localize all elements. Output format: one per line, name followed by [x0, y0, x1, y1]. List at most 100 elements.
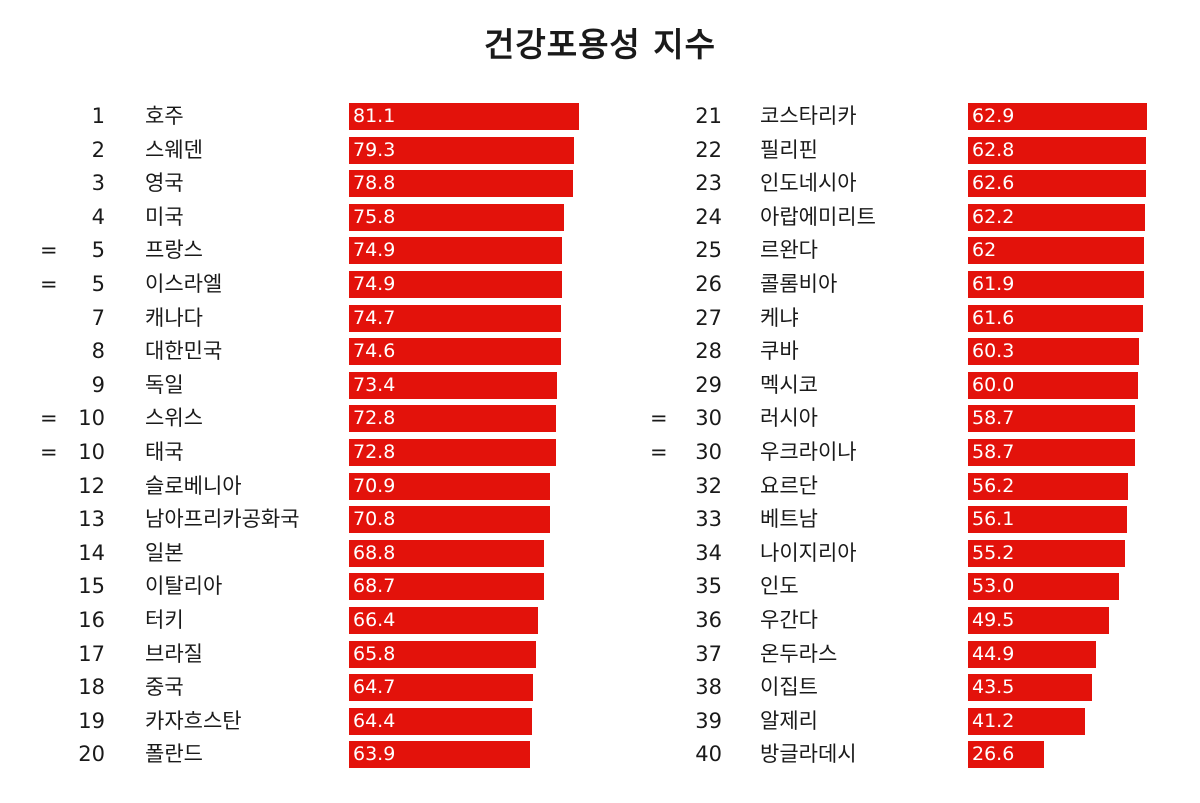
tie-marker: = — [40, 406, 58, 431]
bar — [968, 573, 1119, 601]
ranking-row: 34 나이지리아 55.2 — [650, 537, 1200, 571]
tie-marker: = — [40, 439, 58, 464]
country-label: 나이지리아 — [760, 540, 857, 565]
bar-value-label: 68.7 — [353, 575, 396, 598]
rank-number: 33 — [695, 507, 722, 532]
bar — [968, 237, 1145, 265]
rank-number: 17 — [78, 641, 105, 666]
country-label: 요르단 — [760, 473, 818, 498]
rank-number: 2 — [91, 137, 105, 162]
country-label: 호주 — [145, 104, 184, 128]
ranking-row: 17 브라질 65.8 — [40, 638, 600, 672]
rank-cell: 26 — [650, 268, 722, 302]
bar-value-label: 72.8 — [353, 440, 396, 463]
ranking-row: = 30 러시아 58.7 — [650, 402, 1200, 436]
rank-number: 30 — [695, 406, 722, 431]
tie-marker: = — [650, 439, 668, 464]
rank-number: 24 — [695, 204, 722, 229]
ranking-row: 35 인도 53.0 — [650, 570, 1200, 604]
ranking-row: = 10 스위스 72.8 — [40, 402, 600, 436]
country-label: 케냐 — [760, 305, 799, 330]
rank-cell: = 5 — [40, 268, 105, 302]
bar — [349, 270, 562, 298]
bar-value-label: 65.8 — [353, 642, 396, 665]
bar — [968, 338, 1140, 366]
ranking-column-left: 1 호주 81.1 2 스웨덴 79.3 3 영국 78.8 4 미국 75.8 = 5 프랑스 74.9 = 5… — [40, 100, 600, 772]
rank-cell: = 30 — [650, 436, 722, 470]
rank-cell: 15 — [40, 570, 105, 604]
bar-value-label: 74.6 — [353, 340, 396, 363]
ranking-row: 40 방글라데시 26.6 — [650, 738, 1200, 772]
bar — [349, 539, 545, 567]
ranking-row: 29 멕시코 60.0 — [650, 369, 1200, 403]
rank-cell: 8 — [40, 335, 105, 369]
ranking-row: 18 중국 64.7 — [40, 671, 600, 705]
ranking-row: 23 인도네시아 62.6 — [650, 167, 1200, 201]
country-label: 방글라데시 — [760, 742, 857, 767]
ranking-row: 28 쿠바 60.3 — [650, 335, 1200, 369]
ranking-row: 12 슬로베니아 70.9 — [40, 470, 600, 504]
tie-marker: = — [40, 238, 58, 263]
country-label: 필리핀 — [760, 137, 818, 162]
bar — [349, 103, 580, 130]
bar — [349, 573, 545, 601]
rank-cell: 34 — [650, 537, 722, 571]
rank-cell: 29 — [650, 369, 722, 403]
rank-cell: 24 — [650, 201, 722, 235]
rank-number: 19 — [78, 708, 105, 733]
bar — [349, 136, 575, 164]
bar-value-label: 72.8 — [353, 407, 396, 430]
bar — [968, 506, 1128, 534]
rank-number: 1 — [91, 104, 105, 128]
bar — [968, 405, 1135, 433]
rank-number: 36 — [695, 607, 722, 632]
ranking-row: 8 대한민국 74.6 — [40, 335, 600, 369]
bar — [968, 438, 1135, 466]
ranking-row: 9 독일 73.4 — [40, 369, 600, 403]
bar — [349, 741, 531, 769]
rank-cell: 1 — [40, 100, 105, 134]
bar-value-label: 55.2 — [972, 541, 1015, 564]
rank-number: 22 — [695, 137, 722, 162]
rank-cell: 7 — [40, 302, 105, 336]
country-label: 인도 — [760, 574, 799, 599]
ranking-row: 38 이집트 43.5 — [650, 671, 1200, 705]
bar — [968, 472, 1128, 500]
rank-cell: 39 — [650, 705, 722, 739]
country-label: 프랑스 — [145, 238, 203, 263]
rank-number: 3 — [91, 171, 105, 196]
rank-number: 15 — [78, 574, 105, 599]
bar — [968, 640, 1096, 668]
bar-value-label: 74.9 — [353, 239, 396, 262]
rank-cell: 2 — [40, 134, 105, 168]
bar-value-label: 78.8 — [353, 172, 396, 195]
rank-number: 39 — [695, 708, 722, 733]
bar — [968, 304, 1143, 332]
bar-value-label: 62.2 — [972, 205, 1015, 228]
rank-cell: 14 — [40, 537, 105, 571]
rank-cell: = 30 — [650, 402, 722, 436]
bar-value-label: 41.2 — [972, 709, 1015, 732]
rank-cell: 36 — [650, 604, 722, 638]
bar-value-label: 63.9 — [353, 743, 396, 766]
rank-cell: 33 — [650, 503, 722, 537]
rank-cell: = 10 — [40, 436, 105, 470]
rank-number: 5 — [91, 271, 105, 296]
ranking-row: 14 일본 68.8 — [40, 537, 600, 571]
country-label: 미국 — [145, 204, 184, 229]
ranking-row: 13 남아프리카공화국 70.8 — [40, 503, 600, 537]
rank-number: 32 — [695, 473, 722, 498]
country-label: 베트남 — [760, 507, 818, 532]
bar-value-label: 74.9 — [353, 272, 396, 295]
bar — [968, 371, 1139, 399]
ranking-row: 33 베트남 56.1 — [650, 503, 1200, 537]
ranking-row: 3 영국 78.8 — [40, 167, 600, 201]
ranking-row: 26 콜롬비아 61.9 — [650, 268, 1200, 302]
country-label: 알제리 — [760, 708, 818, 733]
ranking-row: = 10 태국 72.8 — [40, 436, 600, 470]
rank-number: 18 — [78, 675, 105, 700]
rank-cell: 13 — [40, 503, 105, 537]
country-label: 코스타리카 — [760, 104, 857, 128]
tie-marker: = — [650, 406, 668, 431]
ranking-row: 1 호주 81.1 — [40, 100, 600, 134]
